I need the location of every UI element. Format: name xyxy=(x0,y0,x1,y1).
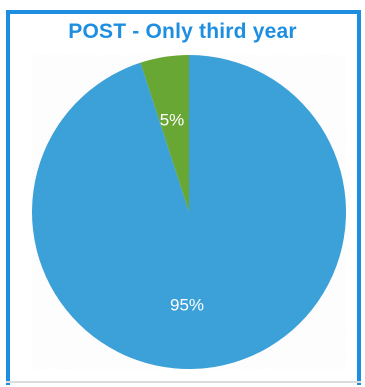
pie-slice-5 xyxy=(140,55,189,212)
slice-label-95: 95% xyxy=(170,295,204,314)
slice-label-5: 5% xyxy=(160,110,185,129)
chart-title: POST - Only third year xyxy=(68,20,297,43)
frame-border-left xyxy=(6,10,10,385)
frame-border-right xyxy=(357,10,361,385)
frame-border-top xyxy=(6,10,361,14)
frame-border-bottom xyxy=(6,381,361,383)
